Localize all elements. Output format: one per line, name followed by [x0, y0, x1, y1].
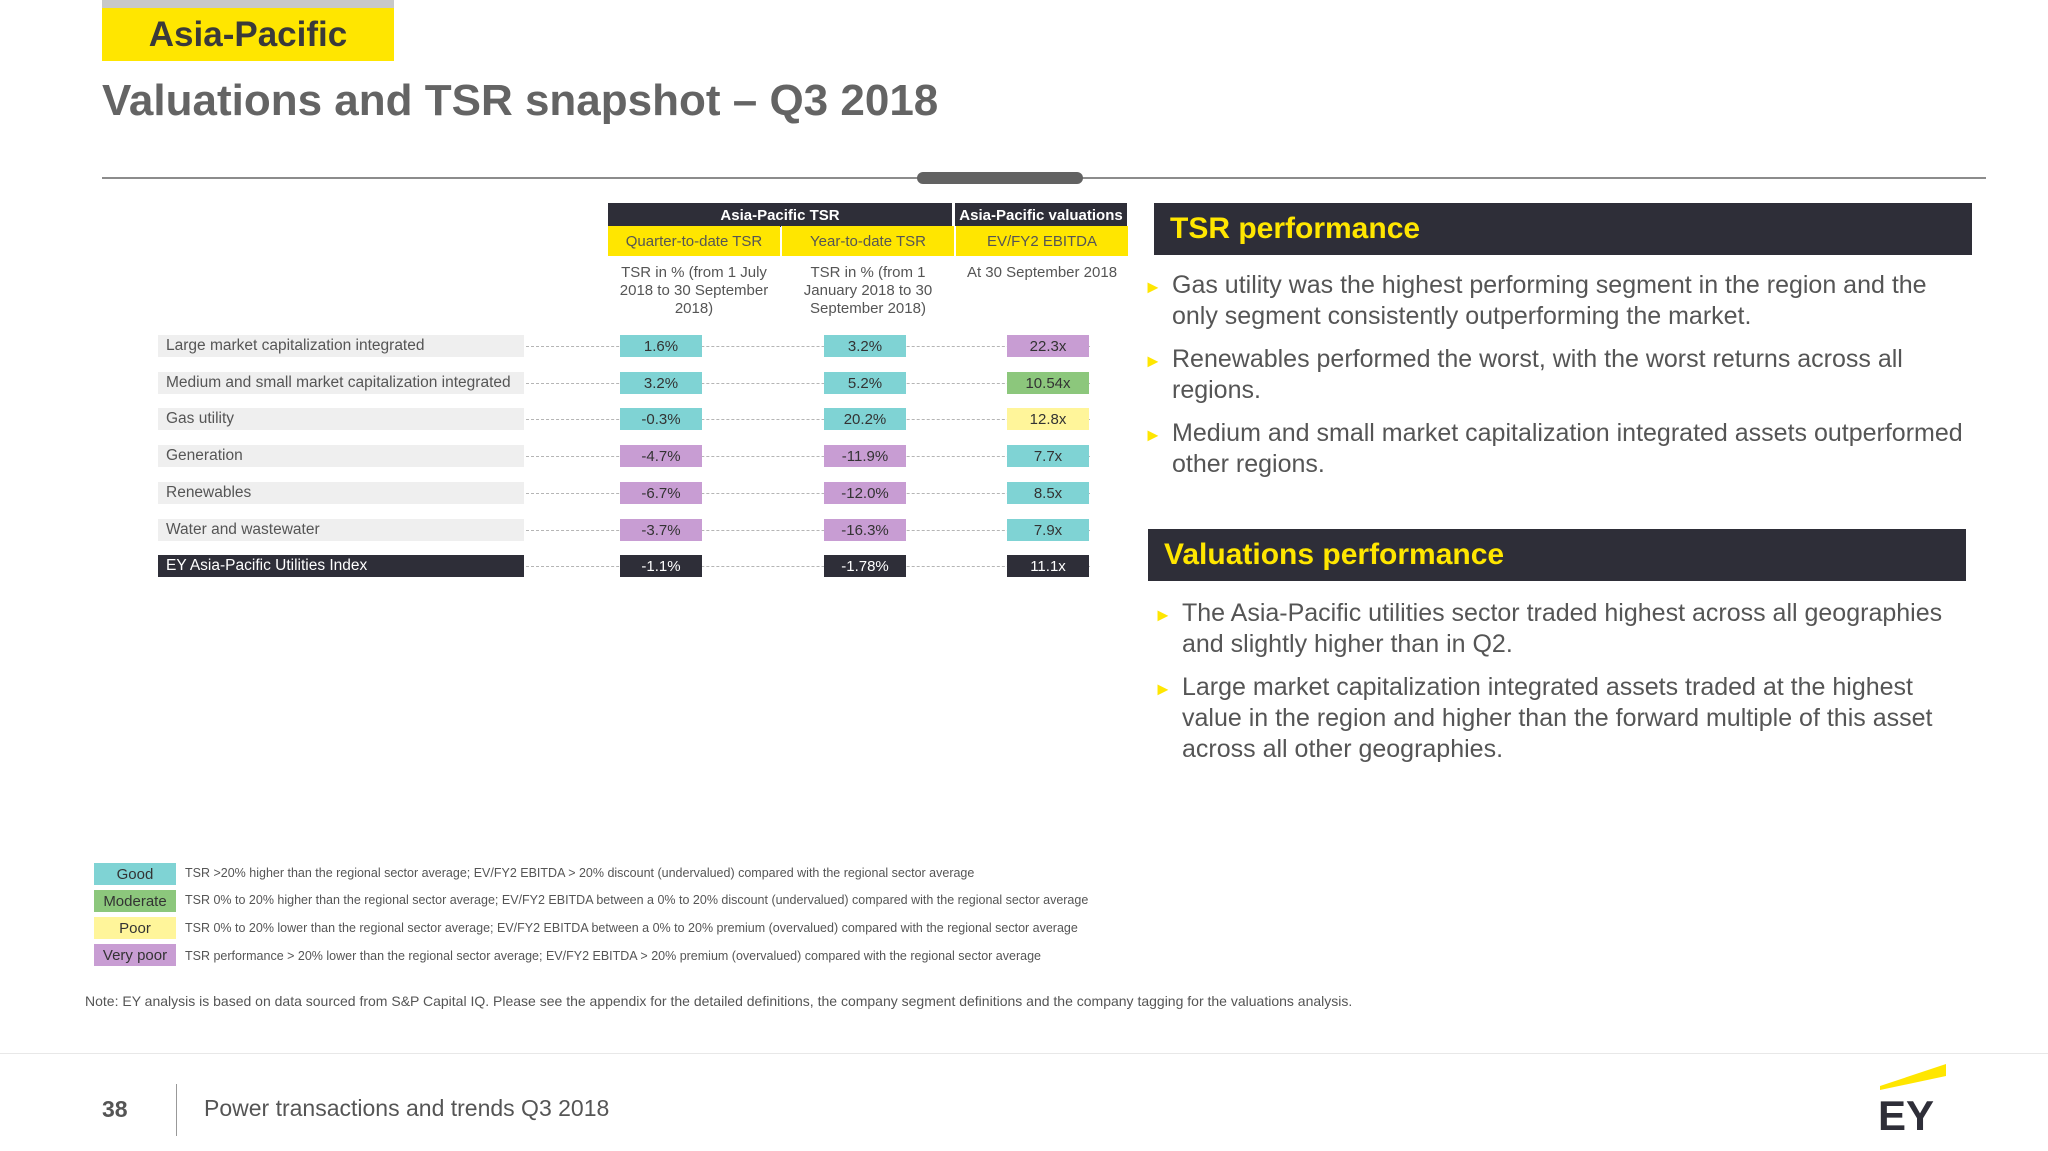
- table-cell-ev: 8.5x: [1007, 482, 1089, 504]
- table-cell-ev: 10.54x: [1007, 372, 1089, 394]
- row-label: Medium and small market capitalization i…: [158, 372, 524, 394]
- legend-text-very-poor: TSR performance > 20% lower than the reg…: [185, 949, 1041, 963]
- column-note-ev: At 30 September 2018: [966, 264, 1118, 281]
- table-cell-ev: 7.7x: [1007, 445, 1089, 467]
- legend-text-moderate: TSR 0% to 20% higher than the regional s…: [185, 893, 1089, 907]
- table-cell-ev: 7.9x: [1007, 519, 1089, 541]
- row-connector-line: [526, 383, 1090, 384]
- table-cell-ev: 11.1x: [1007, 555, 1089, 577]
- column-note-qtd: TSR in % (from 1 July 2018 to 30 Septemb…: [619, 264, 769, 317]
- row-connector-line: [526, 530, 1090, 531]
- row-label: Gas utility: [158, 408, 524, 430]
- table-cell-ytd: 20.2%: [824, 408, 906, 430]
- table-cell-ytd: -16.3%: [824, 519, 906, 541]
- triangle-bullet-icon: ►: [1154, 605, 1172, 625]
- scroll-handle[interactable]: [917, 172, 1083, 184]
- svg-text:EY: EY: [1878, 1092, 1934, 1136]
- triangle-bullet-icon: ►: [1144, 277, 1162, 297]
- table-cell-ytd: -11.9%: [824, 445, 906, 467]
- legend-swatch-poor: Poor: [94, 917, 176, 939]
- row-connector-line: [526, 566, 1090, 567]
- table-cell-qtd: 1.6%: [620, 335, 702, 357]
- legend-text-poor: TSR 0% to 20% lower than the regional se…: [185, 921, 1078, 935]
- table-cell-qtd: -3.7%: [620, 519, 702, 541]
- footer-divider: [176, 1084, 177, 1136]
- table-cell-ev: 22.3x: [1007, 335, 1089, 357]
- table-cell-qtd: -1.1%: [620, 555, 702, 577]
- row-connector-line: [526, 493, 1090, 494]
- page-title: Valuations and TSR snapshot – Q3 2018: [102, 76, 939, 125]
- page-number: 38: [102, 1096, 128, 1122]
- ey-logo: EY: [1878, 1064, 1946, 1136]
- triangle-bullet-icon: ►: [1144, 351, 1162, 371]
- table-cell-ytd: 5.2%: [824, 372, 906, 394]
- legend-swatch-very-poor: Very poor: [94, 944, 176, 966]
- valuations-performance-heading: Valuations performance: [1148, 529, 1966, 581]
- row-label: Water and wastewater: [158, 519, 524, 541]
- table-cell-qtd: -6.7%: [620, 482, 702, 504]
- column-header-ytd: Year-to-date TSR: [781, 226, 954, 256]
- footer-title: Power transactions and trends Q3 2018: [204, 1095, 610, 1121]
- footer-separator: [0, 1053, 2048, 1054]
- list-item: ► Large market capitalization integrated …: [1154, 673, 1933, 763]
- tsr-group-header: Asia-Pacific TSR: [608, 203, 952, 227]
- region-tag: Asia-Pacific: [102, 0, 394, 61]
- legend-swatch-good: Good: [94, 863, 176, 885]
- table-cell-qtd: -4.7%: [620, 445, 702, 467]
- row-label: Large market capitalization integrated: [158, 335, 524, 357]
- table-cell-qtd: -0.3%: [620, 408, 702, 430]
- table-cell-qtd: 3.2%: [620, 372, 702, 394]
- valuations-performance-list: ► The Asia-Pacific utilities sector trade…: [1154, 598, 1954, 777]
- column-header-ev: EV/FY2 EBITDA: [955, 226, 1128, 256]
- legend-text-good: TSR >20% higher than the regional sector…: [185, 866, 975, 880]
- tsr-performance-list: ► Gas utility was the highest performing …: [1144, 270, 1974, 492]
- table-cell-ytd: -12.0%: [824, 482, 906, 504]
- triangle-bullet-icon: ►: [1154, 679, 1172, 699]
- row-label: Generation: [158, 445, 524, 467]
- row-label: Renewables: [158, 482, 524, 504]
- list-item: ► The Asia-Pacific utilities sector trade…: [1154, 599, 1943, 658]
- list-item: ► Gas utility was the highest performing …: [1144, 271, 1927, 330]
- column-note-ytd: TSR in % (from 1 January 2018 to 30 Sept…: [803, 264, 933, 317]
- footnote: Note: EY analysis is based on data sourc…: [85, 993, 1353, 1009]
- column-header-qtd: Quarter-to-date TSR: [608, 226, 780, 256]
- list-item: ► Renewables performed the worst, with th…: [1144, 345, 1903, 404]
- row-label: EY Asia-Pacific Utilities Index: [158, 555, 524, 577]
- legend-swatch-moderate: Moderate: [94, 890, 176, 912]
- valuations-group-header: Asia-Pacific valuations: [955, 203, 1127, 227]
- tsr-performance-heading: TSR performance: [1154, 203, 1972, 255]
- table-cell-ytd: -1.78%: [824, 555, 906, 577]
- table-cell-ev: 12.8x: [1007, 408, 1089, 430]
- table-cell-ytd: 3.2%: [824, 335, 906, 357]
- list-item: ► Medium and small market capitalization …: [1144, 419, 1963, 478]
- row-connector-line: [526, 419, 1090, 420]
- row-connector-line: [526, 346, 1090, 347]
- row-connector-line: [526, 456, 1090, 457]
- triangle-bullet-icon: ►: [1144, 425, 1162, 445]
